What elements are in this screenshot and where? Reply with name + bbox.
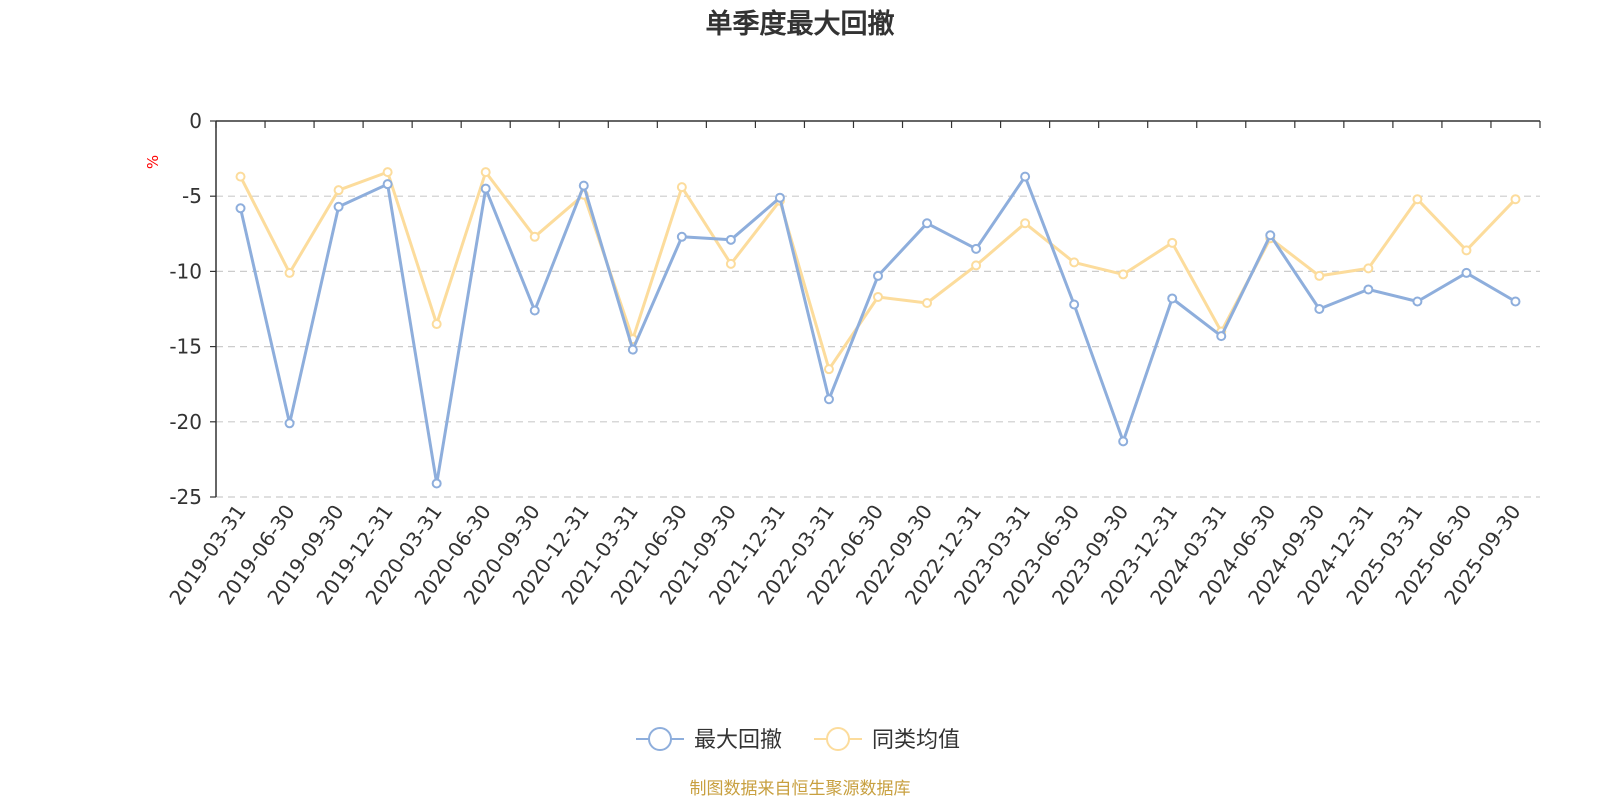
legend-marker (826, 727, 850, 751)
data-point (1118, 269, 1129, 280)
chart-title: 单季度最大回撤 (706, 8, 895, 40)
data-point (627, 344, 638, 355)
data-point (1020, 171, 1031, 182)
data-point (922, 297, 933, 308)
y-tick-label: -20 (169, 410, 202, 434)
data-point (1412, 296, 1423, 307)
data-point (529, 231, 540, 242)
data-point (1314, 270, 1325, 281)
data-point (1363, 263, 1374, 274)
data-point (823, 364, 834, 375)
data-point (676, 182, 687, 193)
data-point (480, 183, 491, 194)
data-point (971, 243, 982, 254)
data-point (1461, 267, 1472, 278)
data-point (774, 192, 785, 203)
data-point (529, 305, 540, 316)
data-point (235, 203, 246, 214)
data-point (235, 171, 246, 182)
y-tick-label: -25 (169, 485, 202, 509)
series-line (239, 175, 1517, 485)
series-1 (235, 167, 1521, 375)
data-point (1461, 245, 1472, 256)
legend-label: 同类均值 (872, 728, 960, 753)
y-unit-label: % (144, 155, 162, 169)
data-point (333, 185, 344, 196)
data-point (1167, 293, 1178, 304)
data-point (1216, 331, 1227, 342)
y-tick-label: -15 (169, 335, 202, 359)
data-point (1510, 296, 1521, 307)
data-point (1363, 284, 1374, 295)
data-point (873, 270, 883, 281)
legend-item: 同类均值 (814, 727, 960, 753)
data-point (873, 291, 883, 302)
y-tick-label: -5 (182, 184, 202, 208)
data-point (1412, 194, 1423, 205)
y-tick-label: 0 (189, 109, 202, 133)
data-point (823, 394, 834, 405)
legend-item: 最大回撤 (636, 727, 782, 753)
data-point (480, 167, 491, 178)
data-point (1265, 230, 1276, 241)
data-point (1118, 436, 1129, 447)
data-point (1510, 194, 1521, 205)
data-point (431, 319, 442, 330)
data-point (382, 167, 393, 178)
data-point (676, 231, 687, 242)
data-point (382, 179, 393, 190)
data-point (1167, 237, 1178, 248)
legend-marker (648, 727, 672, 751)
data-point (284, 418, 295, 429)
data-point (333, 201, 344, 212)
source-text: 制图数据来自恒生聚源数据库 (690, 779, 911, 799)
data-point (1069, 257, 1080, 268)
data-point (725, 234, 736, 245)
data-point (922, 218, 933, 229)
data-point (1020, 218, 1031, 229)
data-point (431, 478, 442, 489)
data-point (1069, 299, 1080, 310)
data-point (1314, 304, 1325, 314)
y-tick-label: -10 (169, 259, 202, 283)
series-0 (235, 171, 1521, 489)
data-point (578, 180, 589, 191)
series-line (239, 170, 1517, 371)
data-point (725, 258, 736, 269)
data-point (284, 267, 295, 278)
legend-label: 最大回撤 (694, 728, 782, 753)
data-point (971, 260, 982, 271)
